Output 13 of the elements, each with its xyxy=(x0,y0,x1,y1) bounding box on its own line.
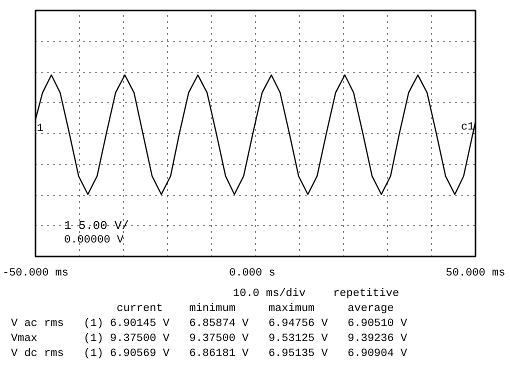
text: repetitive xyxy=(333,287,400,302)
text: Vmax (1) 9.37500 V 9.37500 V 9.53125 V 9.39236 V xyxy=(11,333,408,345)
x-tick-label: 0.000 s xyxy=(229,268,276,280)
x-tick-label: 50.000 ms xyxy=(446,268,506,280)
annotation: c1 xyxy=(460,122,475,134)
text: 0.00000 V xyxy=(64,234,124,247)
text: V ac rms (1) 6.90145 V 6.85874 V 6.94756 V 6.90510 V xyxy=(11,318,408,330)
annotation: 1 xyxy=(36,123,44,136)
text: current minimum maximum average xyxy=(116,303,394,315)
text: V dc rms (1) 6.90569 V 6.86181 V 6.95135 V 6.90904 V xyxy=(11,348,408,360)
text: 10.0 ms/div xyxy=(233,287,306,302)
text: 1 5.00 V/ xyxy=(64,218,129,233)
x-tick-label: -50.000 ms xyxy=(2,268,69,280)
